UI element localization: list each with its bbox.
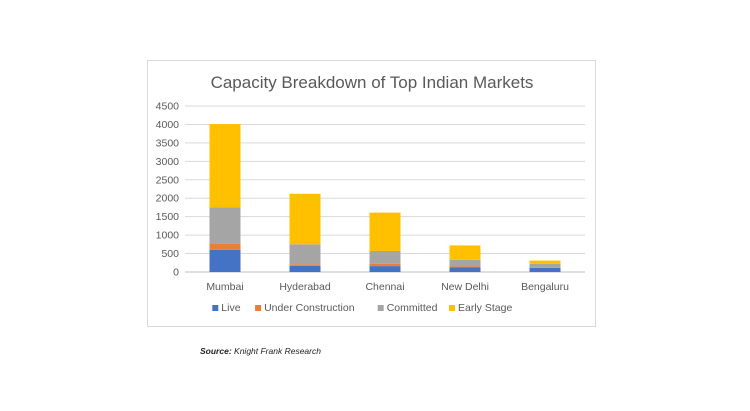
y-axis-ticks: 0 500 1000 1500 2000 2500 3000 3500 4000 4500	[156, 101, 180, 279]
y-tick-label: 1500	[156, 211, 180, 223]
bar-segment	[369, 250, 401, 264]
bar-segment	[449, 245, 481, 260]
bar-segment	[209, 207, 241, 244]
legend-swatch	[255, 305, 262, 311]
chart-frame: Capacity Breakdown of Top Indian Markets…	[147, 60, 596, 327]
legend-label: Early Stage	[458, 302, 512, 314]
bar-segment	[449, 267, 481, 272]
bar-segment	[529, 267, 561, 272]
bar-segment	[209, 124, 241, 208]
stacked-bar-chart: Capacity Breakdown of Top Indian Markets…	[156, 73, 585, 314]
x-tick-label: New Delhi	[441, 281, 489, 293]
x-tick-label: Hyderabad	[279, 281, 331, 293]
source-text: Knight Frank Research	[234, 346, 321, 356]
y-tick-label: 3000	[156, 156, 180, 168]
y-tick-label: 1000	[156, 230, 180, 242]
bar-segment	[529, 260, 561, 264]
y-tick-label: 4500	[156, 101, 180, 113]
y-tick-label: 3500	[156, 137, 180, 149]
legend-label: Committed	[387, 302, 438, 314]
x-tick-label: Bengaluru	[521, 281, 569, 293]
bar-segment	[369, 212, 401, 251]
bar-segment	[449, 266, 481, 268]
bars	[209, 124, 561, 272]
legend-swatch	[212, 305, 219, 311]
bar-segment	[449, 259, 481, 267]
legend: Live Under Construction Committed Early Sta…	[212, 302, 512, 314]
bar-segment	[289, 265, 321, 272]
y-tick-label: 2500	[156, 174, 180, 186]
y-tick-label: 0	[173, 267, 179, 279]
source-label: Source:	[200, 346, 232, 356]
legend-swatch	[377, 305, 384, 311]
legend-label: Under Construction	[264, 302, 355, 314]
x-tick-label: Mumbai	[206, 281, 243, 293]
x-axis-ticks: Mumbai Hyderabad Chennai New Delhi Bengaluru	[206, 281, 569, 293]
bar-segment	[369, 263, 401, 267]
bar-segment	[289, 244, 321, 265]
y-tick-label: 500	[161, 248, 179, 260]
bar-segment	[209, 249, 241, 272]
bar-segment	[529, 263, 561, 268]
bar-segment	[289, 193, 321, 245]
source-note: Source: Knight Frank Research	[200, 346, 321, 356]
chart-title: Capacity Breakdown of Top Indian Markets	[211, 73, 534, 92]
bar-segment	[289, 264, 321, 266]
bar-segment	[529, 267, 561, 268]
bar-segment	[209, 243, 241, 250]
y-tick-label: 2000	[156, 193, 180, 205]
x-tick-label: Chennai	[365, 281, 404, 293]
legend-swatch	[449, 305, 455, 311]
bar-segment	[369, 266, 401, 272]
legend-label: Live	[221, 302, 240, 314]
gridlines	[185, 105, 585, 273]
y-tick-label: 4000	[156, 119, 180, 131]
